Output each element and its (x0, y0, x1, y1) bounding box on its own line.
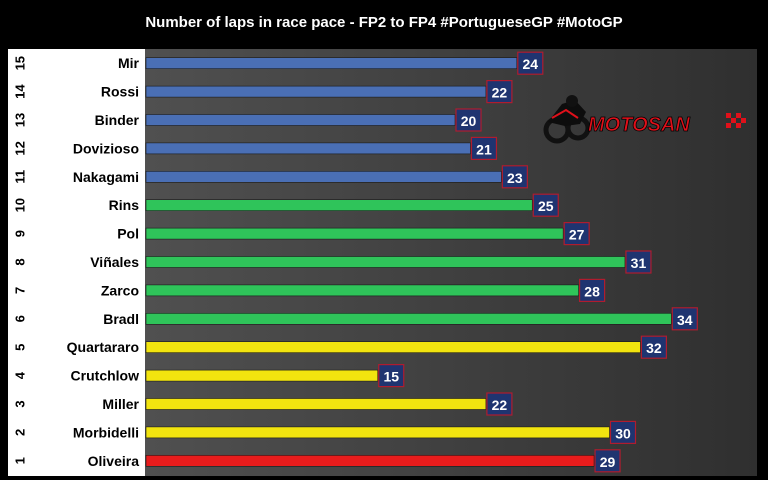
rank-label: 13 (13, 113, 28, 127)
value-label: 24 (523, 56, 539, 72)
value-label-box (378, 364, 405, 388)
rank-label: 12 (13, 141, 28, 155)
rank-label: 9 (13, 230, 28, 237)
value-label-box (517, 51, 544, 75)
value-label-box (470, 136, 498, 160)
value-label-box (455, 108, 482, 132)
value-label-box (532, 193, 559, 217)
rank-label: 1 (13, 457, 28, 464)
value-label-box (578, 278, 606, 302)
bar (145, 227, 564, 240)
rank-label: 4 (13, 371, 28, 379)
bar (145, 398, 487, 410)
value-label: 32 (646, 340, 662, 356)
category-label: Nakagami (73, 169, 139, 185)
bar (145, 57, 518, 70)
bar (145, 85, 487, 98)
label-panel (8, 49, 145, 476)
value-label: 22 (492, 397, 508, 413)
rank-label: 3 (13, 400, 28, 407)
bar (145, 312, 672, 325)
logo-wordmark: MOTOSAN (588, 114, 690, 136)
category-label: Miller (102, 396, 139, 412)
value-label: 21 (476, 141, 492, 157)
rank-label: 6 (13, 315, 28, 322)
rank-label: 8 (13, 258, 28, 265)
category-label: Mir (118, 55, 140, 71)
checkered-flag-icon (726, 113, 746, 128)
rank-label: 10 (13, 198, 28, 212)
category-label: Morbidelli (73, 424, 139, 440)
category-label: Rins (109, 197, 140, 213)
bar (145, 171, 502, 183)
value-label: 28 (584, 283, 600, 299)
bar (145, 256, 626, 268)
category-label: Bradl (103, 311, 139, 327)
value-label-box (486, 392, 513, 416)
value-label: 22 (492, 85, 508, 101)
category-label: Pol (117, 226, 139, 242)
value-label-box (563, 222, 590, 246)
bar (145, 341, 641, 354)
bar (145, 454, 595, 467)
rank-label: 2 (13, 429, 28, 436)
bar (145, 199, 533, 211)
bar (145, 114, 456, 126)
value-label: 30 (615, 425, 631, 441)
value-label: 20 (461, 113, 477, 129)
rank-label: 14 (13, 84, 28, 99)
motosan-logo: MOTOSAN (543, 95, 746, 144)
rank-label: 7 (13, 287, 28, 294)
rank-label: 11 (13, 170, 28, 184)
category-label: Crutchlow (71, 368, 140, 384)
category-label: Quartararo (67, 339, 139, 355)
bar (145, 284, 579, 297)
value-label-box (594, 449, 621, 473)
value-label: 29 (600, 454, 616, 470)
category-label: Binder (95, 112, 140, 128)
category-label: Viñales (90, 254, 139, 270)
category-label: Rossi (101, 84, 139, 100)
bar (145, 426, 610, 439)
bar (145, 369, 379, 382)
bar (145, 142, 471, 155)
value-label: 25 (538, 198, 554, 214)
value-label-box (486, 79, 513, 104)
rank-label: 5 (13, 344, 28, 351)
value-label-box (625, 250, 652, 274)
value-label-box (609, 420, 637, 444)
value-label-box (640, 335, 668, 359)
value-label: 23 (507, 170, 523, 186)
chart-title: Number of laps in race pace - FP2 to FP4… (145, 14, 622, 31)
value-label: 31 (631, 255, 647, 271)
category-label: Oliveira (88, 453, 140, 469)
value-label-box (501, 165, 528, 189)
rank-label: 15 (13, 56, 28, 70)
value-label-box (671, 307, 698, 331)
value-label: 15 (383, 369, 399, 385)
value-label: 27 (569, 227, 585, 243)
motorcycle-rider-icon (543, 95, 591, 144)
value-label: 34 (677, 312, 693, 328)
category-label: Dovizioso (73, 140, 139, 156)
category-label: Zarco (101, 282, 139, 298)
